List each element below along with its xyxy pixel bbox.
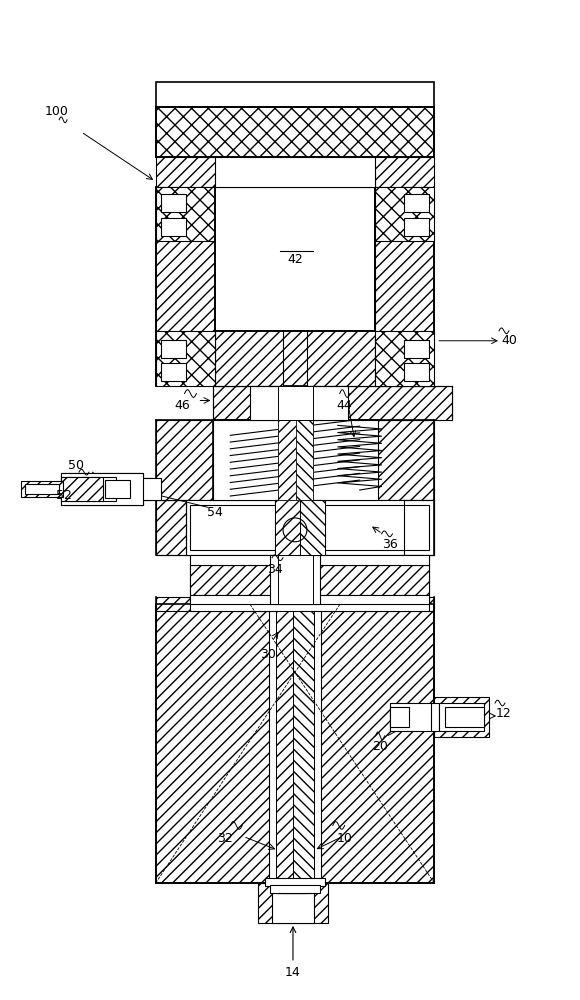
Text: 32: 32 [218, 832, 233, 845]
Bar [190, 597, 429, 611]
Bar [276, 604, 314, 883]
Text: 50: 50 [68, 459, 84, 472]
Bar [21, 481, 63, 497]
Bar [213, 386, 452, 420]
Bar [155, 107, 434, 157]
Bar [404, 363, 429, 381]
Text: 34: 34 [267, 563, 283, 576]
Text: 10: 10 [337, 832, 353, 845]
Text: 20: 20 [372, 740, 387, 753]
Bar [155, 597, 434, 611]
Bar [155, 82, 434, 107]
Bar [270, 885, 320, 893]
Bar [61, 477, 103, 501]
Bar [390, 707, 409, 727]
Bar [155, 157, 434, 187]
Bar [404, 340, 429, 358]
Bar [293, 604, 314, 883]
Text: 44: 44 [337, 399, 353, 412]
Bar [190, 555, 429, 565]
Bar [105, 480, 130, 498]
Bar [155, 187, 434, 386]
Bar [300, 500, 325, 555]
Bar [307, 187, 375, 386]
Bar [375, 331, 434, 386]
Bar [434, 697, 489, 737]
Bar [195, 555, 425, 604]
Bar [215, 172, 375, 187]
Bar [404, 218, 429, 236]
Text: 14: 14 [285, 966, 301, 979]
Bar [190, 505, 429, 550]
Text: 100: 100 [44, 105, 68, 118]
Bar [258, 883, 328, 923]
Bar [61, 473, 143, 505]
Text: 30: 30 [260, 648, 276, 661]
Text: 46: 46 [175, 399, 190, 412]
Text: 40: 40 [501, 334, 517, 347]
Bar [265, 878, 325, 886]
Bar [278, 420, 313, 500]
Bar [141, 478, 161, 500]
Bar [269, 604, 321, 883]
Text: 52: 52 [56, 489, 72, 502]
Text: 42: 42 [287, 253, 303, 266]
Bar [155, 331, 215, 386]
Bar [186, 500, 434, 555]
Bar [155, 187, 215, 241]
Bar [390, 703, 434, 731]
Bar [283, 875, 303, 893]
Bar [190, 565, 429, 595]
Text: 36: 36 [382, 538, 397, 551]
Bar [161, 218, 186, 236]
Bar [278, 875, 308, 893]
Bar [66, 477, 116, 501]
Bar [375, 187, 434, 241]
Bar [404, 194, 429, 212]
Bar [215, 157, 375, 187]
Bar [272, 893, 314, 923]
Bar [432, 703, 439, 731]
Bar [155, 420, 434, 500]
Bar [276, 604, 293, 883]
Bar [278, 386, 313, 420]
Bar [161, 340, 186, 358]
Bar [190, 595, 429, 604]
Bar [275, 500, 325, 555]
Bar [439, 703, 484, 731]
Bar [445, 707, 484, 727]
Bar [296, 420, 313, 500]
Bar [215, 187, 375, 331]
Text: 54: 54 [208, 506, 223, 519]
Bar [213, 420, 378, 500]
Bar [278, 555, 313, 604]
Bar [26, 484, 59, 494]
Bar [215, 187, 283, 386]
Bar [155, 500, 434, 555]
Bar [161, 194, 186, 212]
Bar [278, 420, 296, 500]
Bar [213, 420, 378, 500]
Bar [190, 555, 429, 604]
Bar [155, 604, 434, 883]
Bar [270, 555, 320, 604]
Text: 12: 12 [496, 707, 512, 720]
Bar [250, 386, 348, 420]
Bar [275, 500, 300, 555]
Bar [161, 363, 186, 381]
Bar [61, 473, 143, 505]
